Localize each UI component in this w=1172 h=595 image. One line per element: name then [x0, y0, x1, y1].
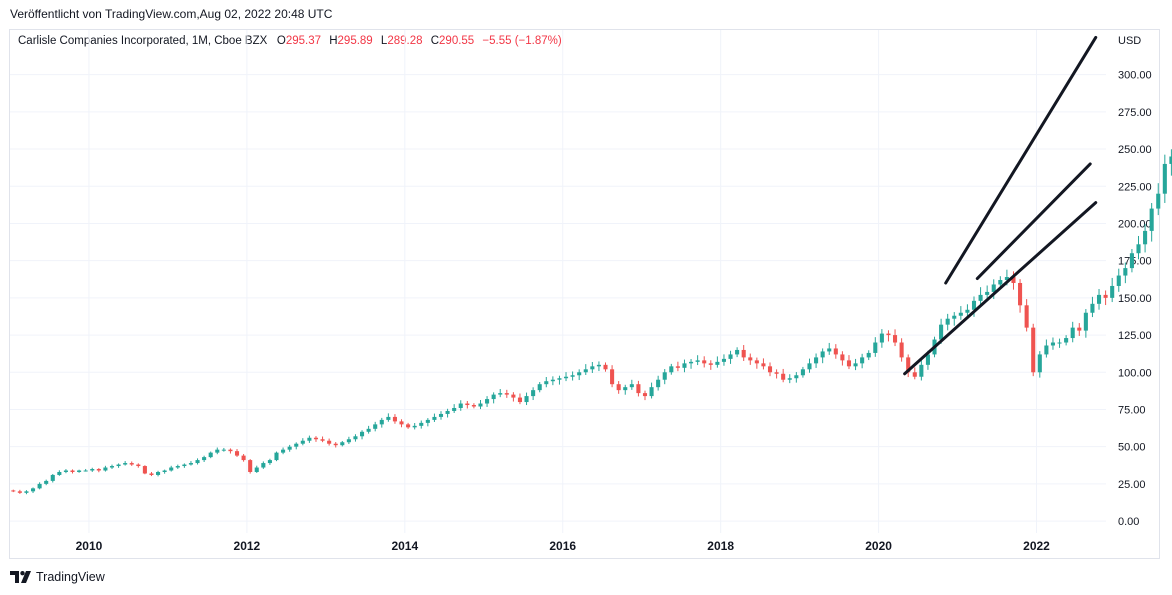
low-value: 289.28	[387, 35, 423, 47]
chart-legend: Carlisle Companies Incorporated, 1M, Cbo…	[18, 35, 567, 47]
low-label: L	[380, 35, 388, 47]
open-label: O	[276, 35, 286, 47]
tradingview-logo[interactable]: TradingView	[10, 570, 105, 584]
tradingview-logo-icon	[10, 571, 31, 583]
tradingview-brand: TradingView	[36, 570, 105, 584]
chart-frame[interactable]	[9, 29, 1160, 559]
high-value: 295.89	[337, 35, 373, 47]
symbol-description: Carlisle Companies Incorporated, 1M, Cbo…	[18, 35, 268, 47]
close-value: 290.55	[439, 35, 475, 47]
open-value: 295.37	[285, 35, 322, 47]
close-label: C	[430, 35, 440, 47]
change-value: −5.55 (−1.87%)	[482, 35, 562, 47]
candle-body	[1162, 163, 1167, 194]
high-label: H	[329, 35, 338, 47]
publication-header: Veröffentlicht von TradingView.com,Aug 0…	[10, 7, 333, 21]
